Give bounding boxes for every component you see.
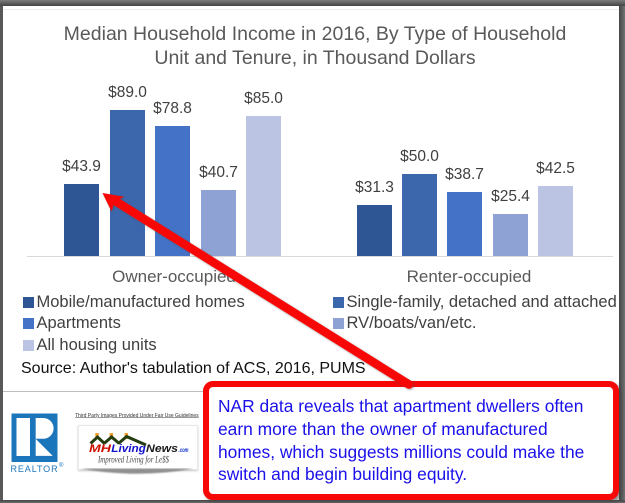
svg-text:News: News bbox=[146, 443, 178, 455]
svg-text:Living: Living bbox=[111, 443, 146, 455]
svg-text:.com: .com bbox=[179, 448, 189, 454]
svg-text:Improved Living for Le$$: Improved Living for Le$$ bbox=[97, 455, 169, 466]
svg-text:®: ® bbox=[59, 462, 64, 469]
svg-text:REALTOR: REALTOR bbox=[11, 464, 59, 474]
svg-text:MH: MH bbox=[89, 443, 112, 455]
